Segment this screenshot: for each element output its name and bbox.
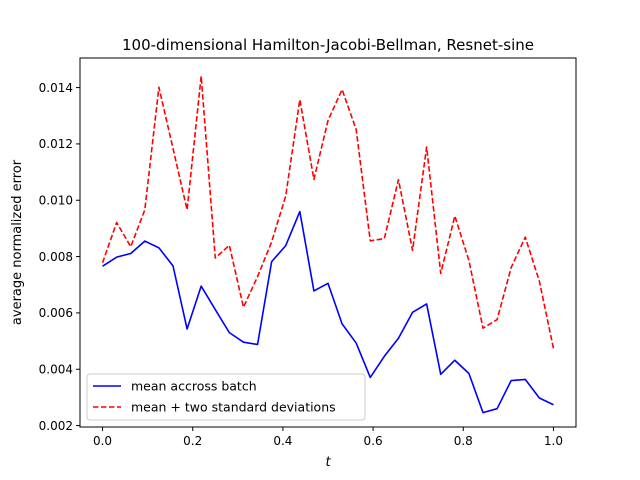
legend-box bbox=[86, 373, 366, 421]
y-tick-label: 0.012 bbox=[39, 137, 73, 151]
y-tick-label: 0.010 bbox=[39, 193, 73, 207]
chart-title: 100-dimensional Hamilton-Jacobi-Bellman,… bbox=[122, 36, 534, 54]
legend: mean accross batch mean + two standard d… bbox=[86, 373, 366, 421]
y-tick-label: 0.006 bbox=[39, 306, 73, 320]
x-axis: 0.0 0.2 0.4 0.6 0.8 1.0 bbox=[93, 427, 563, 448]
y-tick-label: 0.008 bbox=[39, 250, 73, 264]
x-tick-label: 0.4 bbox=[273, 434, 292, 448]
legend-label-mean-plus-2sd: mean + two standard deviations bbox=[131, 400, 336, 415]
legend-label-mean: mean accross batch bbox=[131, 379, 257, 394]
x-tick-label: 0.2 bbox=[183, 434, 202, 448]
x-tick-label: 1.0 bbox=[544, 434, 563, 448]
plot-frame bbox=[79, 57, 577, 428]
plot-lines bbox=[101, 75, 555, 414]
x-tick-label: 0.8 bbox=[454, 434, 473, 448]
series-line-0 bbox=[102, 210, 554, 414]
y-tick-label: 0.002 bbox=[39, 419, 73, 433]
series-line-1 bbox=[101, 75, 555, 349]
y-axis: 0.002 0.004 0.006 0.008 0.010 0.012 0.014 bbox=[39, 81, 80, 433]
x-axis-label: t bbox=[325, 455, 331, 470]
x-tick-label: 0.6 bbox=[364, 434, 383, 448]
y-tick-label: 0.004 bbox=[39, 362, 73, 376]
y-axis-label: average normalized error bbox=[10, 159, 25, 325]
y-tick-label: 0.014 bbox=[39, 81, 73, 95]
x-tick-label: 0.0 bbox=[93, 434, 112, 448]
